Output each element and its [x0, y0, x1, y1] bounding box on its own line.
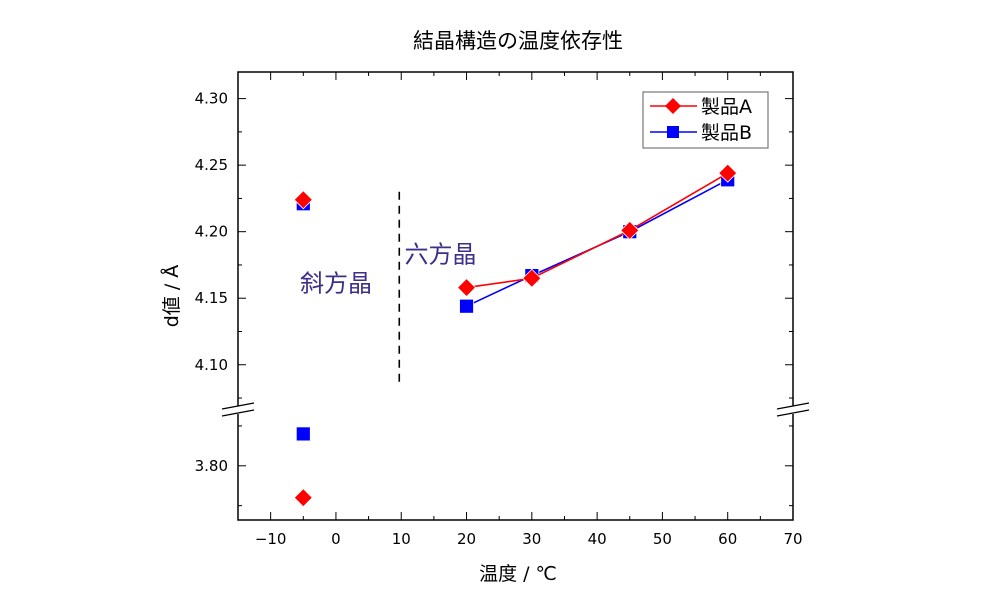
legend: 製品A 製品B [642, 91, 769, 149]
data-point-a [620, 220, 640, 240]
annotation-orthorhombic: 斜方晶 [300, 270, 372, 298]
axis-break-mark [221, 402, 255, 410]
axis-break-mark [776, 409, 810, 417]
data-point-b [459, 298, 474, 314]
plot-frame [237, 71, 794, 521]
x-tick-label: 70 [783, 530, 802, 548]
y-tick-label: 3.80 [195, 457, 228, 475]
chart-title: 結晶構造の温度依存性 [413, 29, 623, 53]
axis-break-mark [776, 402, 810, 410]
data-point-b [295, 426, 311, 442]
axis-break-gap-right [789, 406, 797, 414]
data-point-a [718, 163, 738, 183]
legend-label-a: 製品A [701, 96, 752, 118]
x-tick-label: 30 [522, 530, 541, 548]
data-point-a [456, 278, 477, 298]
data-point-a [293, 488, 313, 508]
y-axis-label: d値 / Å [160, 265, 183, 328]
series-line-a [466, 172, 729, 289]
data-point-a [522, 268, 542, 288]
axis-break-mark [221, 409, 255, 417]
y-tick-label: 4.15 [195, 289, 228, 307]
y-tick-label: 4.20 [195, 223, 228, 241]
legend-label-b: 製品B [701, 122, 752, 144]
x-tick-label: 0 [331, 530, 341, 548]
x-tick-label: 50 [653, 530, 672, 548]
series-line-b [466, 179, 729, 307]
data-point-a [293, 190, 313, 210]
axis-break-gap-left [234, 406, 242, 414]
y-tick-label: 4.10 [195, 356, 228, 374]
x-tick-label: 10 [392, 530, 411, 548]
y-tick-label: 4.30 [195, 90, 228, 108]
x-tick-label: 40 [588, 530, 607, 548]
x-axis-label: 温度 / ℃ [479, 563, 557, 585]
x-tick-label: 20 [457, 530, 476, 548]
x-tick-label: −10 [255, 530, 287, 548]
y-tick-label: 4.25 [195, 156, 228, 174]
legend-marker-a [665, 98, 681, 114]
x-tick-label: 60 [718, 530, 737, 548]
legend-marker-b [667, 126, 679, 138]
annotation-hexagonal: 六方晶 [405, 240, 477, 268]
